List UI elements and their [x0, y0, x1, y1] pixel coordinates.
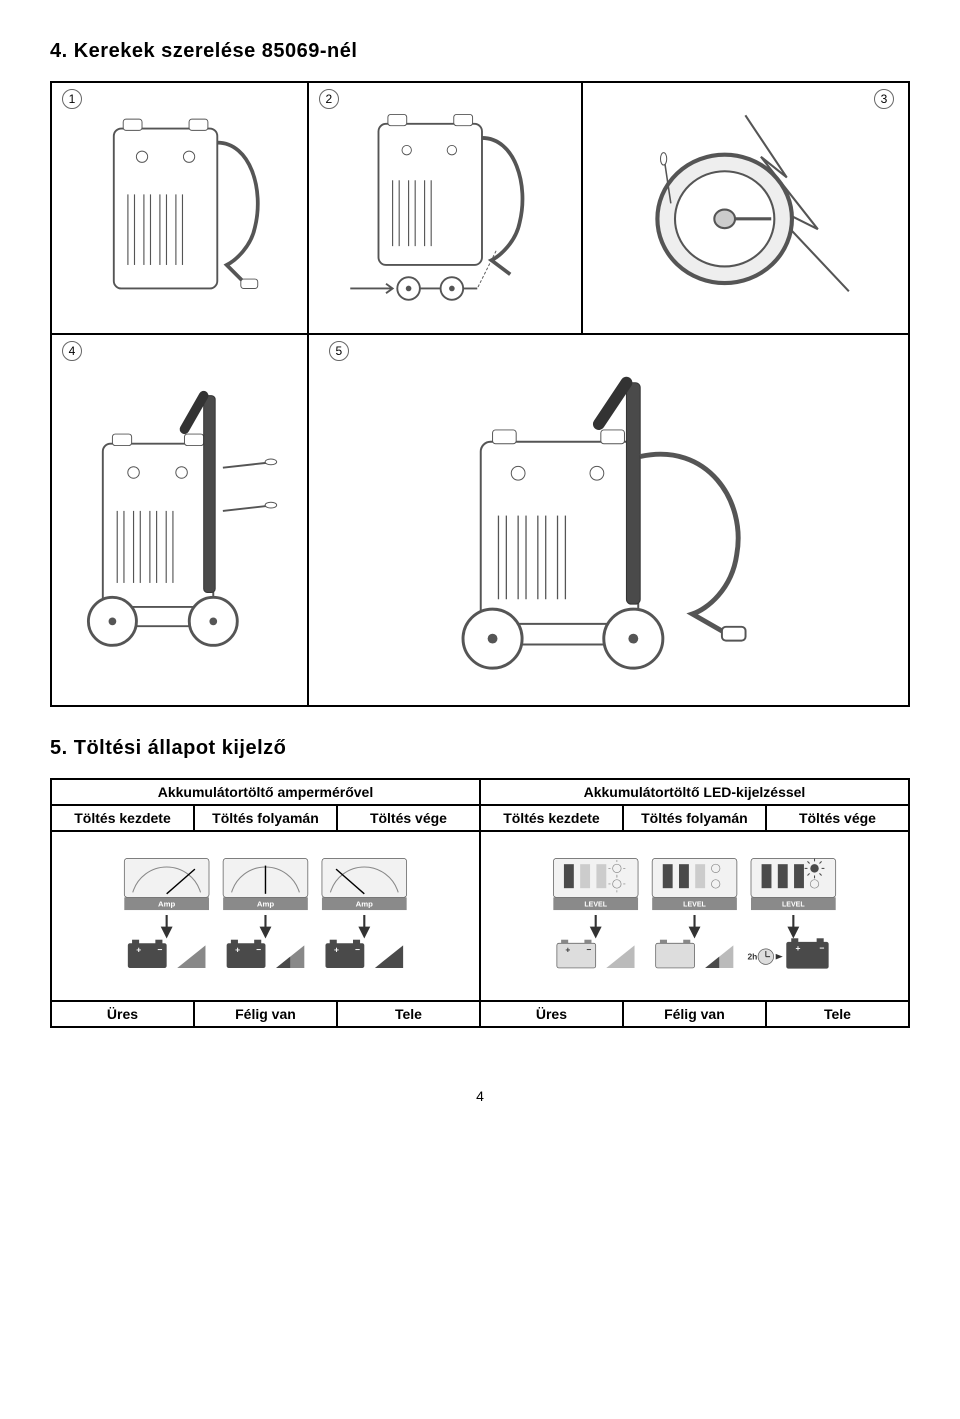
step-badge: 2 [319, 89, 339, 109]
diagram-step-2: 2 [309, 83, 583, 333]
diagram-step-5: 5 [309, 335, 908, 705]
svg-text:Amp: Amp [257, 899, 274, 908]
svg-text:+: + [235, 944, 240, 954]
charge-status-table: Akkumulátortöltő ampermérővel Akkumuláto… [50, 778, 910, 1028]
svg-text:Amp: Amp [158, 899, 175, 908]
col-header: Töltés kezdete [51, 805, 194, 831]
svg-text:−: − [819, 943, 824, 953]
step-badge: 4 [62, 341, 82, 361]
footer-cell: Félig van [623, 1001, 766, 1027]
svg-text:Amp: Amp [356, 899, 373, 908]
col-header: Töltés folyamán [194, 805, 337, 831]
svg-text:LEVEL: LEVEL [584, 901, 607, 908]
ammeter-gauges-icon: Amp Amp Amp [56, 855, 475, 975]
diagram-step-1: 1 [52, 83, 309, 333]
wheel-assembly-diagrams: 1 2 [50, 81, 910, 707]
footer-cell: Üres [480, 1001, 623, 1027]
step-badge: 5 [329, 341, 349, 361]
col-header: Töltés vége [337, 805, 480, 831]
footer-cell: Tele [766, 1001, 909, 1027]
diagram-step-3: 3 [583, 83, 908, 333]
svg-text:+: + [795, 943, 800, 953]
col-header: Töltés kezdete [480, 805, 623, 831]
led-states: LEVEL LEVEL [480, 831, 909, 1001]
footer-cell: Tele [337, 1001, 480, 1027]
led-header: Akkumulátortöltő LED-kijelzéssel [480, 779, 909, 805]
led-gauges-icon: LEVEL LEVEL [485, 855, 904, 975]
svg-text:−: − [586, 944, 591, 954]
svg-text:+: + [136, 944, 141, 954]
step-badge: 1 [62, 89, 82, 109]
step-badge: 3 [874, 89, 894, 109]
footer-cell: Félig van [194, 1001, 337, 1027]
page-number: 4 [50, 1088, 910, 1104]
col-header: Töltés folyamán [623, 805, 766, 831]
svg-text:−: − [355, 944, 360, 954]
ammeter-states: Amp Amp Amp [51, 831, 480, 1001]
svg-text:LEVEL: LEVEL [683, 901, 706, 908]
charger-complete-icon [406, 363, 811, 678]
svg-text:LEVEL: LEVEL [782, 901, 805, 908]
charger-handle-install-icon [74, 363, 285, 678]
section-4-title: 4. Kerekek szerelése 85069-nél [50, 40, 910, 63]
section-5-title: 5. Töltési állapot kijelző [50, 737, 910, 760]
charger-no-wheels-icon [74, 105, 285, 312]
footer-cell: Üres [51, 1001, 194, 1027]
col-header: Töltés vége [766, 805, 909, 831]
charger-axle-install-icon [331, 105, 558, 312]
ammeter-header: Akkumulátortöltő ampermérővel [51, 779, 480, 805]
svg-text:+: + [334, 944, 339, 954]
svg-text:2h: 2h [747, 951, 757, 961]
svg-text:−: − [157, 944, 162, 954]
wheel-pin-detail-icon [608, 105, 883, 312]
diagram-step-4: 4 [52, 335, 309, 705]
svg-text:−: − [256, 944, 261, 954]
svg-text:+: + [565, 944, 570, 954]
